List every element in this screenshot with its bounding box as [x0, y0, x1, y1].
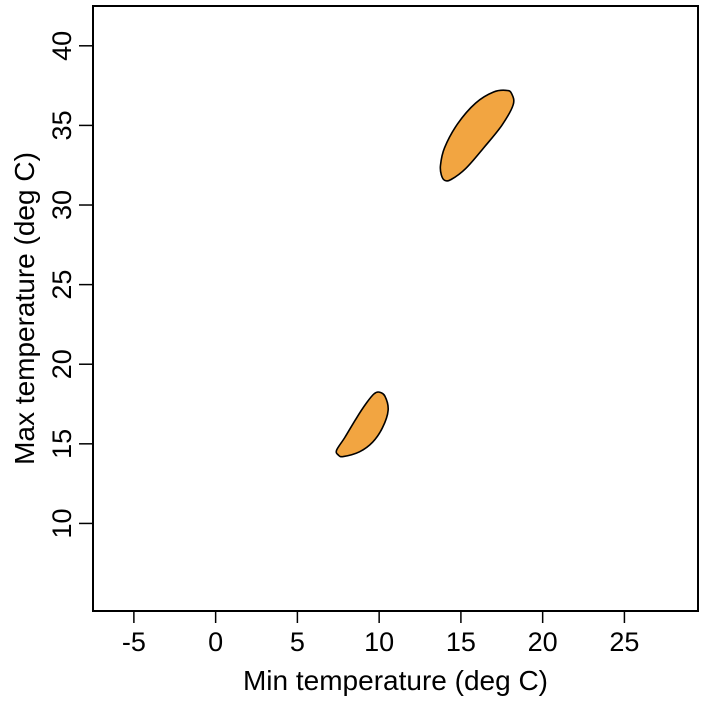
plot-frame [92, 5, 699, 612]
regions-layer [335, 89, 515, 458]
x-tick-label: 10 [364, 627, 394, 657]
region-1 [335, 391, 389, 458]
y-axis-title: Max temperature (deg C) [9, 152, 40, 465]
x-axis-title: Min temperature (deg C) [243, 665, 548, 696]
y-tick-label: 15 [47, 429, 77, 459]
x-axis: -5 0 5 10 15 20 25 [122, 611, 639, 657]
y-tick-label: 40 [47, 31, 77, 61]
y-tick-label: 10 [47, 508, 77, 538]
y-axis: 10 15 20 25 30 35 40 [47, 31, 93, 538]
region-2 [439, 89, 515, 182]
y-tick-label: 30 [47, 190, 77, 220]
y-tick-label: 35 [47, 110, 77, 140]
x-tick-label: -5 [122, 627, 146, 657]
x-tick-label: 20 [528, 627, 558, 657]
y-tick-label: 25 [47, 270, 77, 300]
x-tick-label: 0 [208, 627, 223, 657]
x-tick-label: 15 [446, 627, 476, 657]
y-tick-label: 20 [47, 349, 77, 379]
x-tick-label: 5 [290, 627, 305, 657]
x-tick-label: 25 [609, 627, 639, 657]
